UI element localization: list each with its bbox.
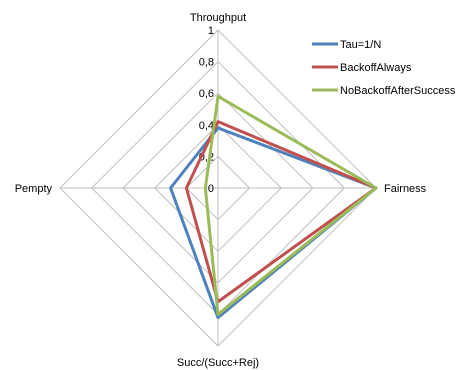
tick-label: 0,4 <box>199 120 214 132</box>
tick-label: 0 <box>208 183 214 195</box>
series-line <box>169 126 378 320</box>
axis-label: Throughput <box>190 12 246 24</box>
tick-label: 0,8 <box>199 57 214 69</box>
tick-label: 0,6 <box>199 88 214 100</box>
series-line <box>203 94 378 316</box>
axis-labels: Throughput Fairness Succ/(Succ+Rej) Pempty <box>15 12 427 369</box>
axis-label: Pempty <box>15 183 53 195</box>
legend-entry-label: NoBackoffAfterSuccess <box>340 85 456 97</box>
tick-label: 1 <box>208 25 214 37</box>
legend-entry-label: Tau=1/N <box>340 39 381 51</box>
series-lines <box>169 94 378 320</box>
axis-label: Fairness <box>384 183 427 195</box>
legend-entry-label: BackoffAlways <box>340 62 412 74</box>
legend: Tau=1/N BackoffAlways NoBackoffAfterSucces… <box>312 39 456 97</box>
axis-label: Succ/(Succ+Rej) <box>177 357 259 369</box>
